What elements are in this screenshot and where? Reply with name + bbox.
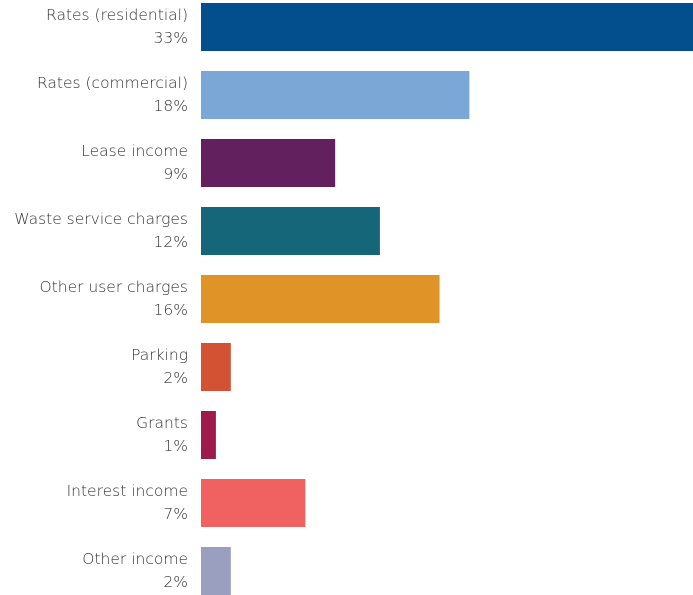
value-label-other-income: 2% (163, 573, 188, 591)
value-label-lease-income: 9% (163, 165, 188, 183)
category-label-grants: Grants (136, 414, 188, 432)
bar-interest-income (201, 479, 306, 527)
category-label-waste-service-charges: Waste service charges (14, 210, 188, 228)
bar-lease-income (201, 139, 336, 187)
bar-rates-residential (201, 3, 693, 51)
bar-rates-commercial (201, 71, 470, 119)
category-label-interest-income: Interest income (67, 482, 188, 500)
bar-parking (201, 343, 231, 391)
value-label-rates-residential: 33% (154, 29, 188, 47)
value-label-grants: 1% (163, 437, 188, 455)
bar-waste-service-charges (201, 207, 380, 255)
value-label-rates-commercial: 18% (154, 97, 188, 115)
category-label-lease-income: Lease income (81, 142, 188, 160)
value-label-parking: 2% (163, 369, 188, 387)
value-label-waste-service-charges: 12% (154, 233, 188, 251)
category-label-other-income: Other income (82, 550, 188, 568)
bar-other-user-charges (201, 275, 440, 323)
bars-group (201, 3, 693, 595)
category-label-other-user-charges: Other user charges (39, 278, 188, 296)
value-label-other-user-charges: 16% (154, 301, 188, 319)
category-label-parking: Parking (131, 346, 188, 364)
category-label-rates-residential: Rates (residential) (46, 6, 188, 24)
bar-grants (201, 411, 216, 459)
category-label-rates-commercial: Rates (commercial) (37, 74, 188, 92)
bar-other-income (201, 547, 231, 595)
labels-group: Rates (residential) 33% Rates (commercial)… (14, 6, 188, 591)
value-label-interest-income: 7% (163, 505, 188, 523)
